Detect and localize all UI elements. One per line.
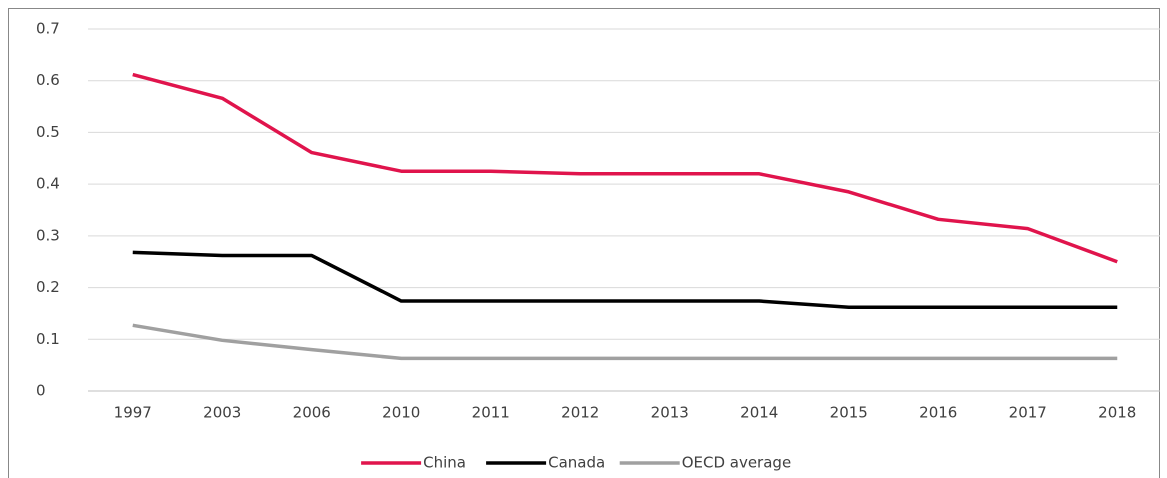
x-tick-label: 2012	[561, 404, 599, 422]
series-line	[132, 250, 1118, 309]
x-tick-label: 2014	[740, 404, 778, 422]
x-tick-label: 2003	[203, 404, 241, 422]
series-line	[132, 323, 1118, 361]
legend-label: Canada	[548, 454, 605, 472]
x-tick-label: 2017	[1009, 404, 1047, 422]
series-line	[132, 72, 1118, 264]
y-tick-label: 0.4	[36, 175, 60, 193]
chart-frame	[8, 8, 1160, 478]
y-tick-label: 0.5	[36, 123, 60, 141]
y-tick-label: 0.2	[36, 278, 60, 296]
y-tick-label: 0	[36, 382, 46, 400]
y-tick-label: 0.1	[36, 330, 60, 348]
legend-label: China	[423, 454, 466, 472]
x-tick-label: 2011	[472, 404, 510, 422]
y-tick-label: 0.3	[36, 226, 60, 244]
legend-label: OECD average	[682, 454, 791, 472]
y-tick-label: 0.7	[36, 20, 60, 38]
y-tick-label: 0.6	[36, 71, 60, 89]
x-tick-label: 2013	[651, 404, 689, 422]
x-tick-label: 2006	[293, 404, 331, 422]
x-tick-label: 2015	[830, 404, 868, 422]
x-tick-label: 1997	[114, 404, 152, 422]
x-tick-label: 2016	[919, 404, 957, 422]
x-tick-label: 2018	[1098, 404, 1136, 422]
x-tick-label: 2010	[382, 404, 420, 422]
